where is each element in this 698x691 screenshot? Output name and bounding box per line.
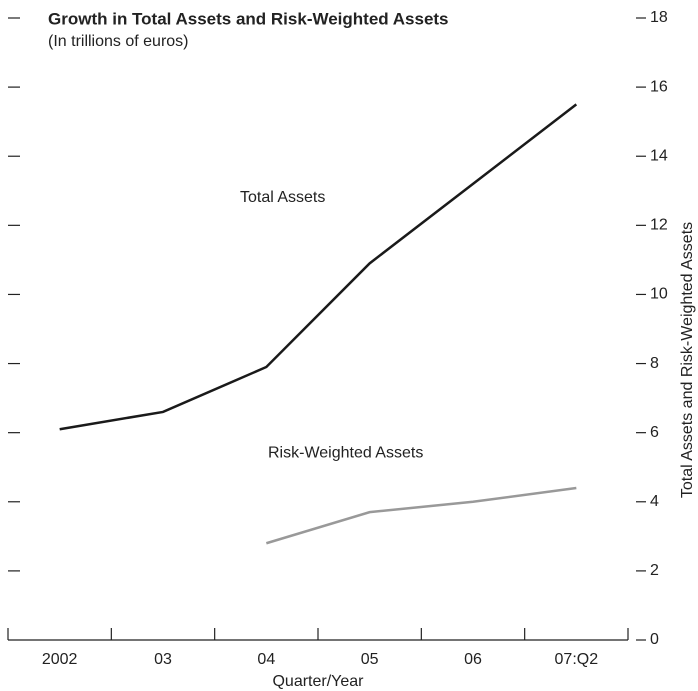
y-axis-title: Total Assets and Risk-Weighted Assets bbox=[679, 222, 696, 498]
x-axis-title: Quarter/Year bbox=[272, 673, 364, 690]
chart-title: Growth in Total Assets and Risk-Weighted… bbox=[48, 9, 449, 28]
x-tick-label: 05 bbox=[361, 651, 379, 668]
y-tick-label: 0 bbox=[650, 631, 659, 648]
x-tick-label: 2002 bbox=[42, 651, 78, 668]
y-tick-label: 4 bbox=[650, 493, 659, 510]
y-tick-label: 10 bbox=[650, 286, 668, 303]
y-tick-label: 2 bbox=[650, 562, 659, 579]
y-tick-label: 14 bbox=[650, 147, 668, 164]
y-tick-label: 6 bbox=[650, 424, 659, 441]
x-tick-label: 06 bbox=[464, 651, 482, 668]
y-tick-label: 16 bbox=[650, 78, 668, 95]
x-tick-label: 03 bbox=[154, 651, 172, 668]
series-label: Risk-Weighted Assets bbox=[268, 445, 423, 462]
y-tick-label: 12 bbox=[650, 217, 668, 234]
x-tick-label: 07:Q2 bbox=[555, 651, 599, 668]
x-tick-label: 04 bbox=[257, 651, 275, 668]
y-tick-label: 8 bbox=[650, 355, 659, 372]
series-line bbox=[59, 103, 578, 431]
series-label: Total Assets bbox=[240, 189, 325, 206]
series-line bbox=[265, 486, 577, 545]
chart-subtitle: (In trillions of euros) bbox=[48, 33, 189, 50]
y-tick-label: 18 bbox=[650, 9, 668, 26]
